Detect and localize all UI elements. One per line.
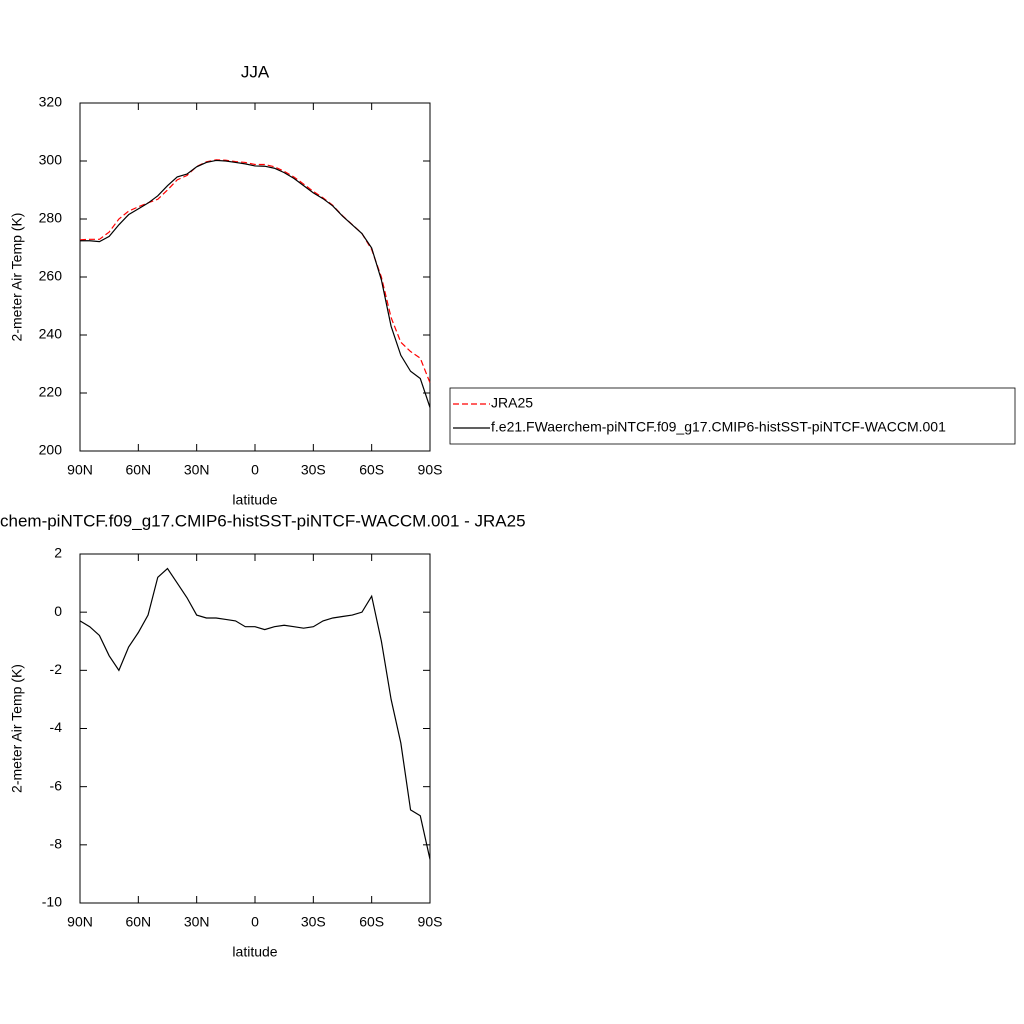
y-tick-label: 0 [54,603,62,619]
plot-frame [79,553,431,904]
x-axis-label: latitude [232,492,277,508]
y-tick-label: 220 [39,384,63,400]
legend-label: JRA25 [491,395,533,411]
y-tick-label: -2 [50,661,63,677]
chart-title: JJA [241,62,270,81]
y-tick-label: 280 [39,210,63,226]
plot-frame [79,102,431,452]
chart-title: chem-piNTCF.f09_g17.CMIP6-histSST-piNTCF… [0,511,526,530]
y-tick-label: 200 [39,442,63,458]
y-tick-label: 240 [39,326,63,342]
x-tick-label: 90N [67,462,93,478]
x-tick-label: 30S [301,914,326,930]
x-tick-label: 30N [184,462,210,478]
x-tick-label: 60N [125,462,151,478]
y-axis-label: 2-meter Air Temp (K) [9,213,25,342]
y-tick-label: -4 [50,719,63,735]
x-tick-label: 90N [67,914,93,930]
x-tick-label: 0 [251,914,259,930]
legend-box [449,387,1016,445]
y-tick-label: -6 [50,777,63,793]
y-tick-label: 300 [39,152,63,168]
x-tick-label: 90S [418,462,443,478]
series-line [80,159,431,408]
x-tick-label: 60S [359,462,384,478]
x-tick-label: 60S [359,914,384,930]
series-line [79,567,431,860]
y-tick-label: 260 [39,268,63,284]
x-tick-label: 30N [184,914,210,930]
x-tick-label: 0 [251,462,259,478]
y-tick-label: 2 [54,545,62,561]
x-axis-label: latitude [232,944,277,960]
x-tick-label: 60N [125,914,151,930]
legend-label: f.e21.FWaerchem-piNTCF.f09_g17.CMIP6-his… [491,419,946,435]
y-tick-label: -8 [50,836,63,852]
x-tick-label: 30S [301,462,326,478]
y-tick-label: 320 [39,94,63,110]
y-tick-label: -10 [42,894,62,910]
series-line [79,159,431,384]
x-tick-label: 90S [418,914,443,930]
y-axis-label: 2-meter Air Temp (K) [9,664,25,793]
